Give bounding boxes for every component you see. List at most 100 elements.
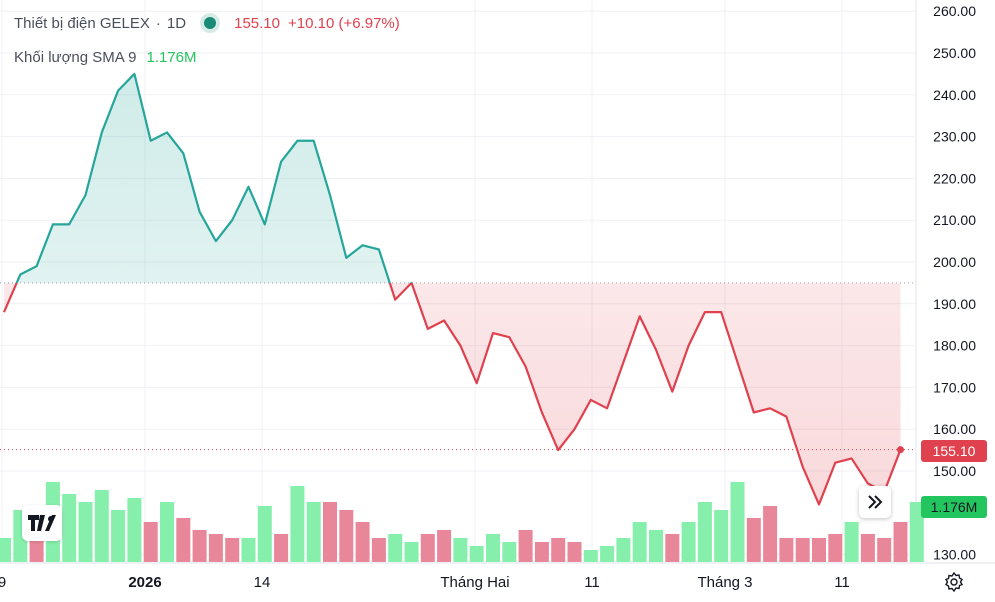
x-tick-label: Tháng 3 xyxy=(697,574,752,591)
volume-bar xyxy=(763,506,778,562)
y-tick-label: 220.00 xyxy=(933,170,976,186)
volume-bar xyxy=(404,542,419,562)
x-tick-label: 11 xyxy=(834,574,850,591)
volume-badge-label: 1.176M xyxy=(931,499,978,515)
volume-bar xyxy=(779,538,794,562)
x-tick-label: 14 xyxy=(254,574,271,591)
x-tick-label: 2026 xyxy=(128,574,161,591)
volume-badge xyxy=(921,496,987,518)
volume-bar xyxy=(371,538,386,562)
volume-bar xyxy=(877,538,892,562)
volume-bar xyxy=(518,530,533,562)
price-line xyxy=(0,72,915,506)
y-tick-label: 210.00 xyxy=(933,212,976,228)
volume-bar xyxy=(127,498,142,562)
y-tick-label: 150.00 xyxy=(933,463,976,479)
legend-separator: · xyxy=(155,14,161,32)
volume-bar xyxy=(697,502,712,562)
volume-bar xyxy=(583,550,598,562)
settings-gear-icon[interactable] xyxy=(942,570,966,594)
volume-bar xyxy=(730,482,745,562)
volume-bar xyxy=(437,530,452,562)
double-chevron-right-icon[interactable] xyxy=(859,486,891,518)
volume-bar xyxy=(257,506,272,562)
volume-bar xyxy=(844,522,859,562)
volume-bar xyxy=(534,542,549,562)
volume-bar xyxy=(600,546,615,562)
volume-bar xyxy=(160,502,174,562)
volume-bar xyxy=(323,502,337,562)
volume-bar xyxy=(828,534,843,562)
volume-bar xyxy=(192,530,207,562)
x-tick-label: 9 xyxy=(0,574,6,591)
volume-indicator-label[interactable]: Khối lượng SMA 9 xyxy=(14,48,137,66)
y-tick-label: 230.00 xyxy=(933,129,976,145)
volume-bar xyxy=(0,538,11,562)
volume-bar xyxy=(453,538,468,562)
price-area xyxy=(0,73,915,505)
market-status-icon xyxy=(204,17,217,29)
volume-bar xyxy=(62,494,77,562)
tradingview-logo-icon[interactable] xyxy=(22,505,62,541)
x-tick-label: Tháng Hai xyxy=(440,574,509,591)
chart-legend: Thiết bị điện GELEX · 1D 155.10 +10.10 (… xyxy=(14,12,400,80)
y-tick-label: 160.00 xyxy=(933,421,976,437)
volume-bar xyxy=(94,490,109,562)
last-price: 155.10 xyxy=(234,14,280,32)
y-tick-label: 190.00 xyxy=(933,296,976,312)
y-tick-label: 170.00 xyxy=(933,379,976,395)
volume-bar xyxy=(632,522,647,562)
volume-bar xyxy=(486,534,500,562)
price-badge-label: 155.10 xyxy=(933,443,976,459)
volume-bar xyxy=(893,522,908,562)
volume-bar xyxy=(812,538,826,562)
volume-indicator-value: 1.176M xyxy=(146,48,197,66)
interval-label[interactable]: 1D xyxy=(166,14,187,32)
volume-bar xyxy=(388,534,403,562)
volume-bar xyxy=(111,510,126,562)
y-tick-label: 130.00 xyxy=(933,547,976,563)
volume-bar xyxy=(78,502,93,562)
x-axis[interactable]: 9 2026 14 Tháng Hai 11 Tháng 3 11 xyxy=(0,574,850,591)
last-price-dot xyxy=(897,446,904,454)
x-tick-label: 11 xyxy=(584,574,600,591)
volume-bar xyxy=(616,538,631,562)
volume-bar xyxy=(176,518,191,562)
volume-row: Khối lượng SMA 9 1.176M xyxy=(14,46,400,68)
y-tick-label: 240.00 xyxy=(933,87,976,103)
volume-bar xyxy=(746,518,761,562)
y-tick-label: 180.00 xyxy=(933,338,976,354)
price-badge xyxy=(921,440,987,462)
volume-bar xyxy=(665,534,680,562)
y-tick-label: 260.00 xyxy=(933,3,976,19)
area-above-baseline xyxy=(16,73,390,283)
y-axis[interactable]: 260.00 250.00 240.00 230.00 220.00 210.00 200.… xyxy=(933,3,976,562)
y-tick-label: 250.00 xyxy=(933,45,976,61)
volume-bar xyxy=(681,522,696,562)
volume-bar xyxy=(225,538,240,562)
price-line-below xyxy=(2,282,902,506)
volume-bar xyxy=(795,538,810,562)
volume-bar xyxy=(714,510,729,562)
volume-bar xyxy=(551,538,566,562)
volume-bars xyxy=(0,482,924,562)
volume-bar xyxy=(469,546,484,562)
volume-bar xyxy=(909,502,924,562)
volume-bar xyxy=(502,542,517,562)
volume-bar xyxy=(241,538,256,562)
price-line-above xyxy=(15,72,413,283)
y-tick-label: 200.00 xyxy=(933,254,976,270)
volume-bar xyxy=(339,510,354,562)
volume-bar xyxy=(306,502,321,562)
volume-bar xyxy=(143,522,158,562)
volume-bar xyxy=(355,522,370,562)
price-change: +10.10 (+6.97%) xyxy=(288,14,400,32)
symbol-name[interactable]: Thiết bị điện GELEX xyxy=(14,14,150,32)
volume-bar xyxy=(420,534,435,562)
volume-bar xyxy=(567,542,582,562)
volume-bar xyxy=(208,534,223,562)
area-below-baseline xyxy=(4,282,901,505)
volume-bar xyxy=(274,534,289,562)
volume-bar xyxy=(860,534,875,562)
